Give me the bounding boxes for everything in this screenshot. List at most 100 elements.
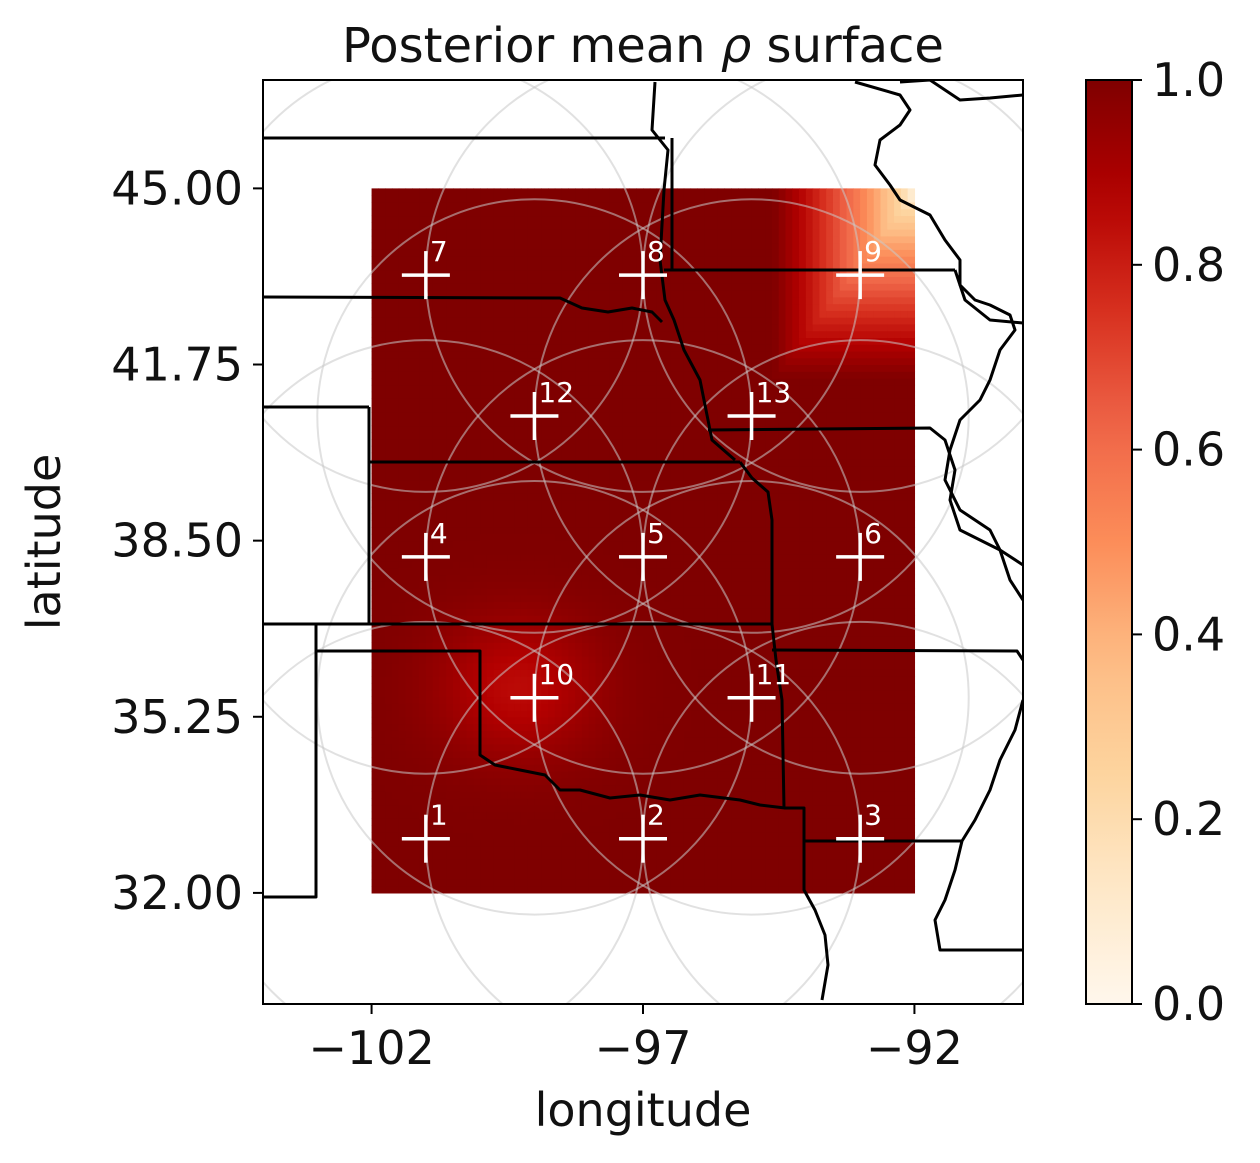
rho-cell (432, 283, 441, 291)
rho-cell (371, 872, 379, 880)
rho-cell (534, 682, 542, 691)
rho-cell (609, 540, 617, 549)
rho-cell (683, 791, 692, 799)
rho-cell (391, 682, 400, 691)
rho-cell (419, 791, 427, 799)
rho-cell (615, 323, 624, 332)
rho-cell (466, 242, 474, 250)
rho-cell (595, 310, 603, 318)
rho-cell (439, 642, 447, 650)
rho-cell (676, 886, 685, 894)
rho-cell (425, 662, 434, 670)
rho-cell (446, 777, 454, 786)
rho-cell (473, 215, 481, 223)
rho-cell (480, 195, 488, 203)
rho-cell (670, 798, 678, 806)
rho-cell (520, 743, 529, 752)
rho-cell (588, 493, 597, 501)
rho-cell (371, 472, 379, 481)
rho-cell (656, 567, 664, 576)
rho-cell (480, 621, 488, 630)
rho-cell (548, 845, 556, 853)
rho-cell (548, 249, 556, 257)
rho-cell (378, 737, 386, 745)
rho-cell (534, 859, 542, 867)
rho-cell (629, 845, 637, 853)
rho-cell (486, 317, 495, 325)
rho-cell (466, 710, 474, 718)
rho-cell (432, 845, 441, 853)
rho-cell (398, 689, 407, 698)
rho-cell (568, 750, 576, 759)
rho-cell (609, 425, 617, 433)
rho-cell (588, 831, 597, 840)
rho-cell (581, 269, 590, 278)
rho-cell (581, 716, 590, 725)
rho-cell (378, 506, 386, 515)
rho-cell (459, 208, 468, 217)
rho-cell (446, 560, 454, 569)
rho-cell (507, 655, 515, 664)
rho-cell (622, 730, 631, 738)
rho-cell (514, 472, 522, 481)
rho-cell (405, 825, 413, 833)
rho-cell (683, 493, 692, 501)
rho-cell (643, 520, 651, 528)
rho-cell (595, 560, 603, 569)
rho-cell (398, 642, 407, 650)
rho-cell (649, 757, 658, 765)
rho-cell (425, 567, 434, 576)
rho-cell (500, 757, 508, 765)
rho-cell (690, 378, 698, 386)
rho-cell (690, 682, 698, 691)
rho-cell (466, 364, 474, 372)
rho-cell (480, 872, 488, 880)
rho-cell (541, 581, 549, 589)
rho-cell (378, 405, 386, 413)
rho-cell (500, 337, 508, 345)
rho-cell (581, 276, 590, 284)
rho-cell (391, 635, 400, 643)
rho-cell (554, 242, 563, 250)
rho-cell (398, 608, 407, 616)
rho-cell (548, 337, 556, 345)
rho-cell (419, 608, 427, 616)
rho-cell (554, 770, 563, 779)
rho-cell (575, 235, 583, 244)
rho-cell (493, 378, 502, 386)
rho-cell (439, 743, 447, 752)
rho-cell (649, 323, 658, 332)
rho-cell (676, 831, 685, 840)
rho-cell (412, 344, 420, 352)
rho-cell (425, 303, 434, 311)
rho-cell (676, 601, 685, 609)
rho-cell (500, 811, 508, 819)
rho-cell (588, 872, 597, 880)
rho-cell (391, 601, 400, 609)
rho-cell (602, 201, 610, 210)
rho-cell (575, 540, 583, 549)
rho-cell (500, 520, 508, 528)
rho-cell (609, 533, 617, 542)
rho-cell (595, 344, 603, 352)
rho-cell (378, 364, 386, 372)
rho-cell (486, 655, 495, 664)
rho-cell (561, 642, 569, 650)
rho-cell (466, 649, 474, 657)
rho-cell (548, 696, 556, 704)
rho-cell (486, 689, 495, 698)
rho-cell (588, 439, 597, 447)
rho-cell (656, 777, 664, 786)
rho-cell (595, 811, 603, 819)
rho-cell (568, 269, 576, 278)
rho-cell (514, 710, 522, 718)
rho-cell (459, 804, 468, 813)
rho-cell (609, 405, 617, 413)
rho-cell (446, 269, 454, 278)
rho-cell (412, 249, 420, 257)
rho-cell (391, 405, 400, 413)
rho-cell (480, 628, 488, 637)
rho-cell (622, 689, 631, 698)
rho-cell (629, 527, 637, 535)
rho-cell (405, 845, 413, 853)
